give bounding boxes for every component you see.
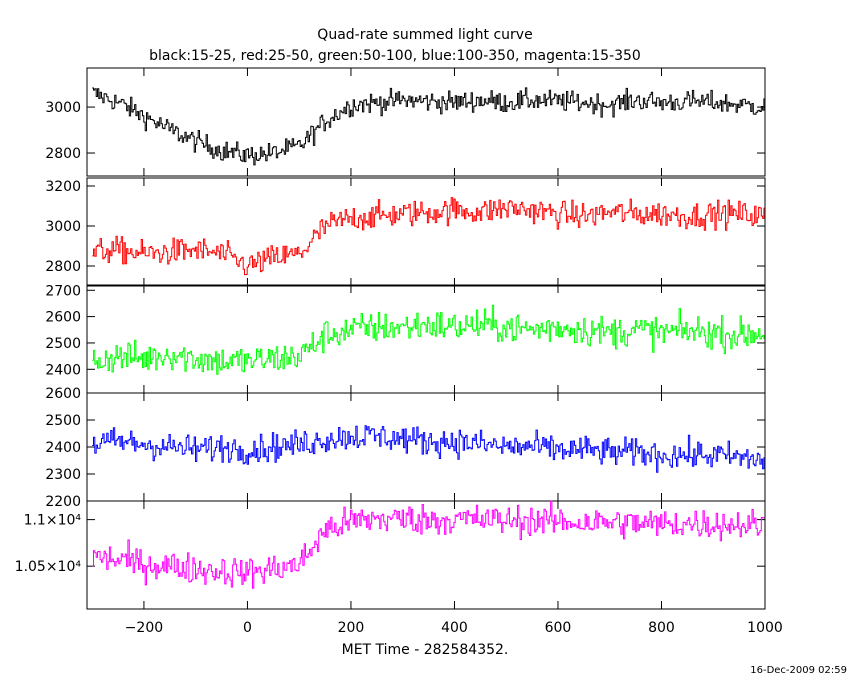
y-tick-label: 2800 — [45, 146, 81, 162]
chart-subtitle: black:15-25, red:25-50, green:50-100, bl… — [149, 48, 641, 64]
series-line-25-50 — [92, 197, 765, 276]
chart-title: Quad-rate summed light curve — [317, 27, 532, 43]
x-tick-label: −200 — [125, 620, 163, 636]
y-tick-label: 2400 — [45, 440, 81, 456]
series-line-50-100 — [92, 304, 765, 375]
y-tick-label: 2800 — [45, 259, 81, 275]
panel-100-350: 2200 2300 2400 2500 2600 — [45, 386, 766, 510]
panel-25-50: 2800 3000 3200 — [45, 177, 766, 287]
y-tick-label: 2700 — [45, 283, 81, 299]
y-tick-label: 1.1×10⁴ — [24, 513, 82, 529]
panel-frame — [86, 177, 766, 287]
y-tick-label: 2600 — [45, 310, 81, 326]
timestamp: 16-Dec-2009 02:59 — [750, 665, 847, 676]
y-tick-label: 2200 — [45, 494, 81, 510]
y-tick-label: 2500 — [45, 336, 81, 352]
panel-50-100: 2400 2500 2600 2700 — [45, 283, 766, 394]
y-tick-label: 3200 — [45, 179, 81, 195]
x-tick-label: 1000 — [747, 620, 783, 636]
y-tick-label: 2600 — [45, 386, 81, 402]
x-axis: −200 0 200 400 600 800 1000 — [125, 620, 783, 636]
x-tick-label: 0 — [243, 620, 252, 636]
x-tick-label: 800 — [648, 620, 675, 636]
panel-15-25: 2800 3000 — [45, 67, 766, 177]
series-line-15-350 — [92, 500, 765, 589]
series-line-100-350 — [92, 425, 765, 473]
x-tick-label: 400 — [441, 620, 468, 636]
series-line-15-25 — [92, 87, 765, 166]
y-tick-label: 2500 — [45, 413, 81, 429]
y-tick-label: 2300 — [45, 467, 81, 483]
y-tick-label: 1.05×10⁴ — [15, 559, 82, 575]
y-tick-label: 3000 — [45, 100, 81, 116]
x-tick-label: 600 — [545, 620, 572, 636]
panel-frame — [86, 500, 766, 610]
panel-frame — [86, 67, 766, 177]
x-tick-label: 200 — [338, 620, 365, 636]
panel-15-350: 1.05×10⁴ 1.1×10⁴ — [15, 500, 766, 610]
x-axis-label: MET Time - 282584352. — [342, 642, 509, 658]
y-tick-label: 3000 — [45, 219, 81, 235]
panels-group: 2800 3000 2800 3000 3200 2400 2500 2600 2700 2200… — [15, 67, 766, 610]
y-tick-label: 2400 — [45, 362, 81, 378]
